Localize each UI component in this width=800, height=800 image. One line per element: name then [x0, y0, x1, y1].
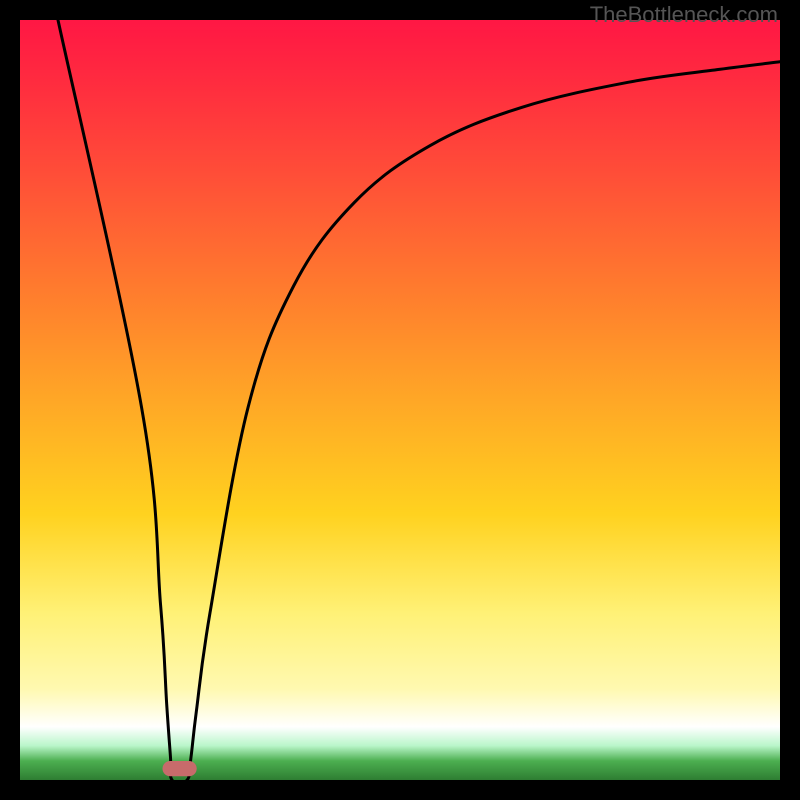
optimal-marker — [163, 761, 197, 776]
chart-background — [20, 20, 780, 780]
watermark-text: TheBottleneck.com — [590, 2, 778, 28]
bottleneck-curve-chart — [20, 20, 780, 780]
chart-container — [20, 20, 780, 780]
